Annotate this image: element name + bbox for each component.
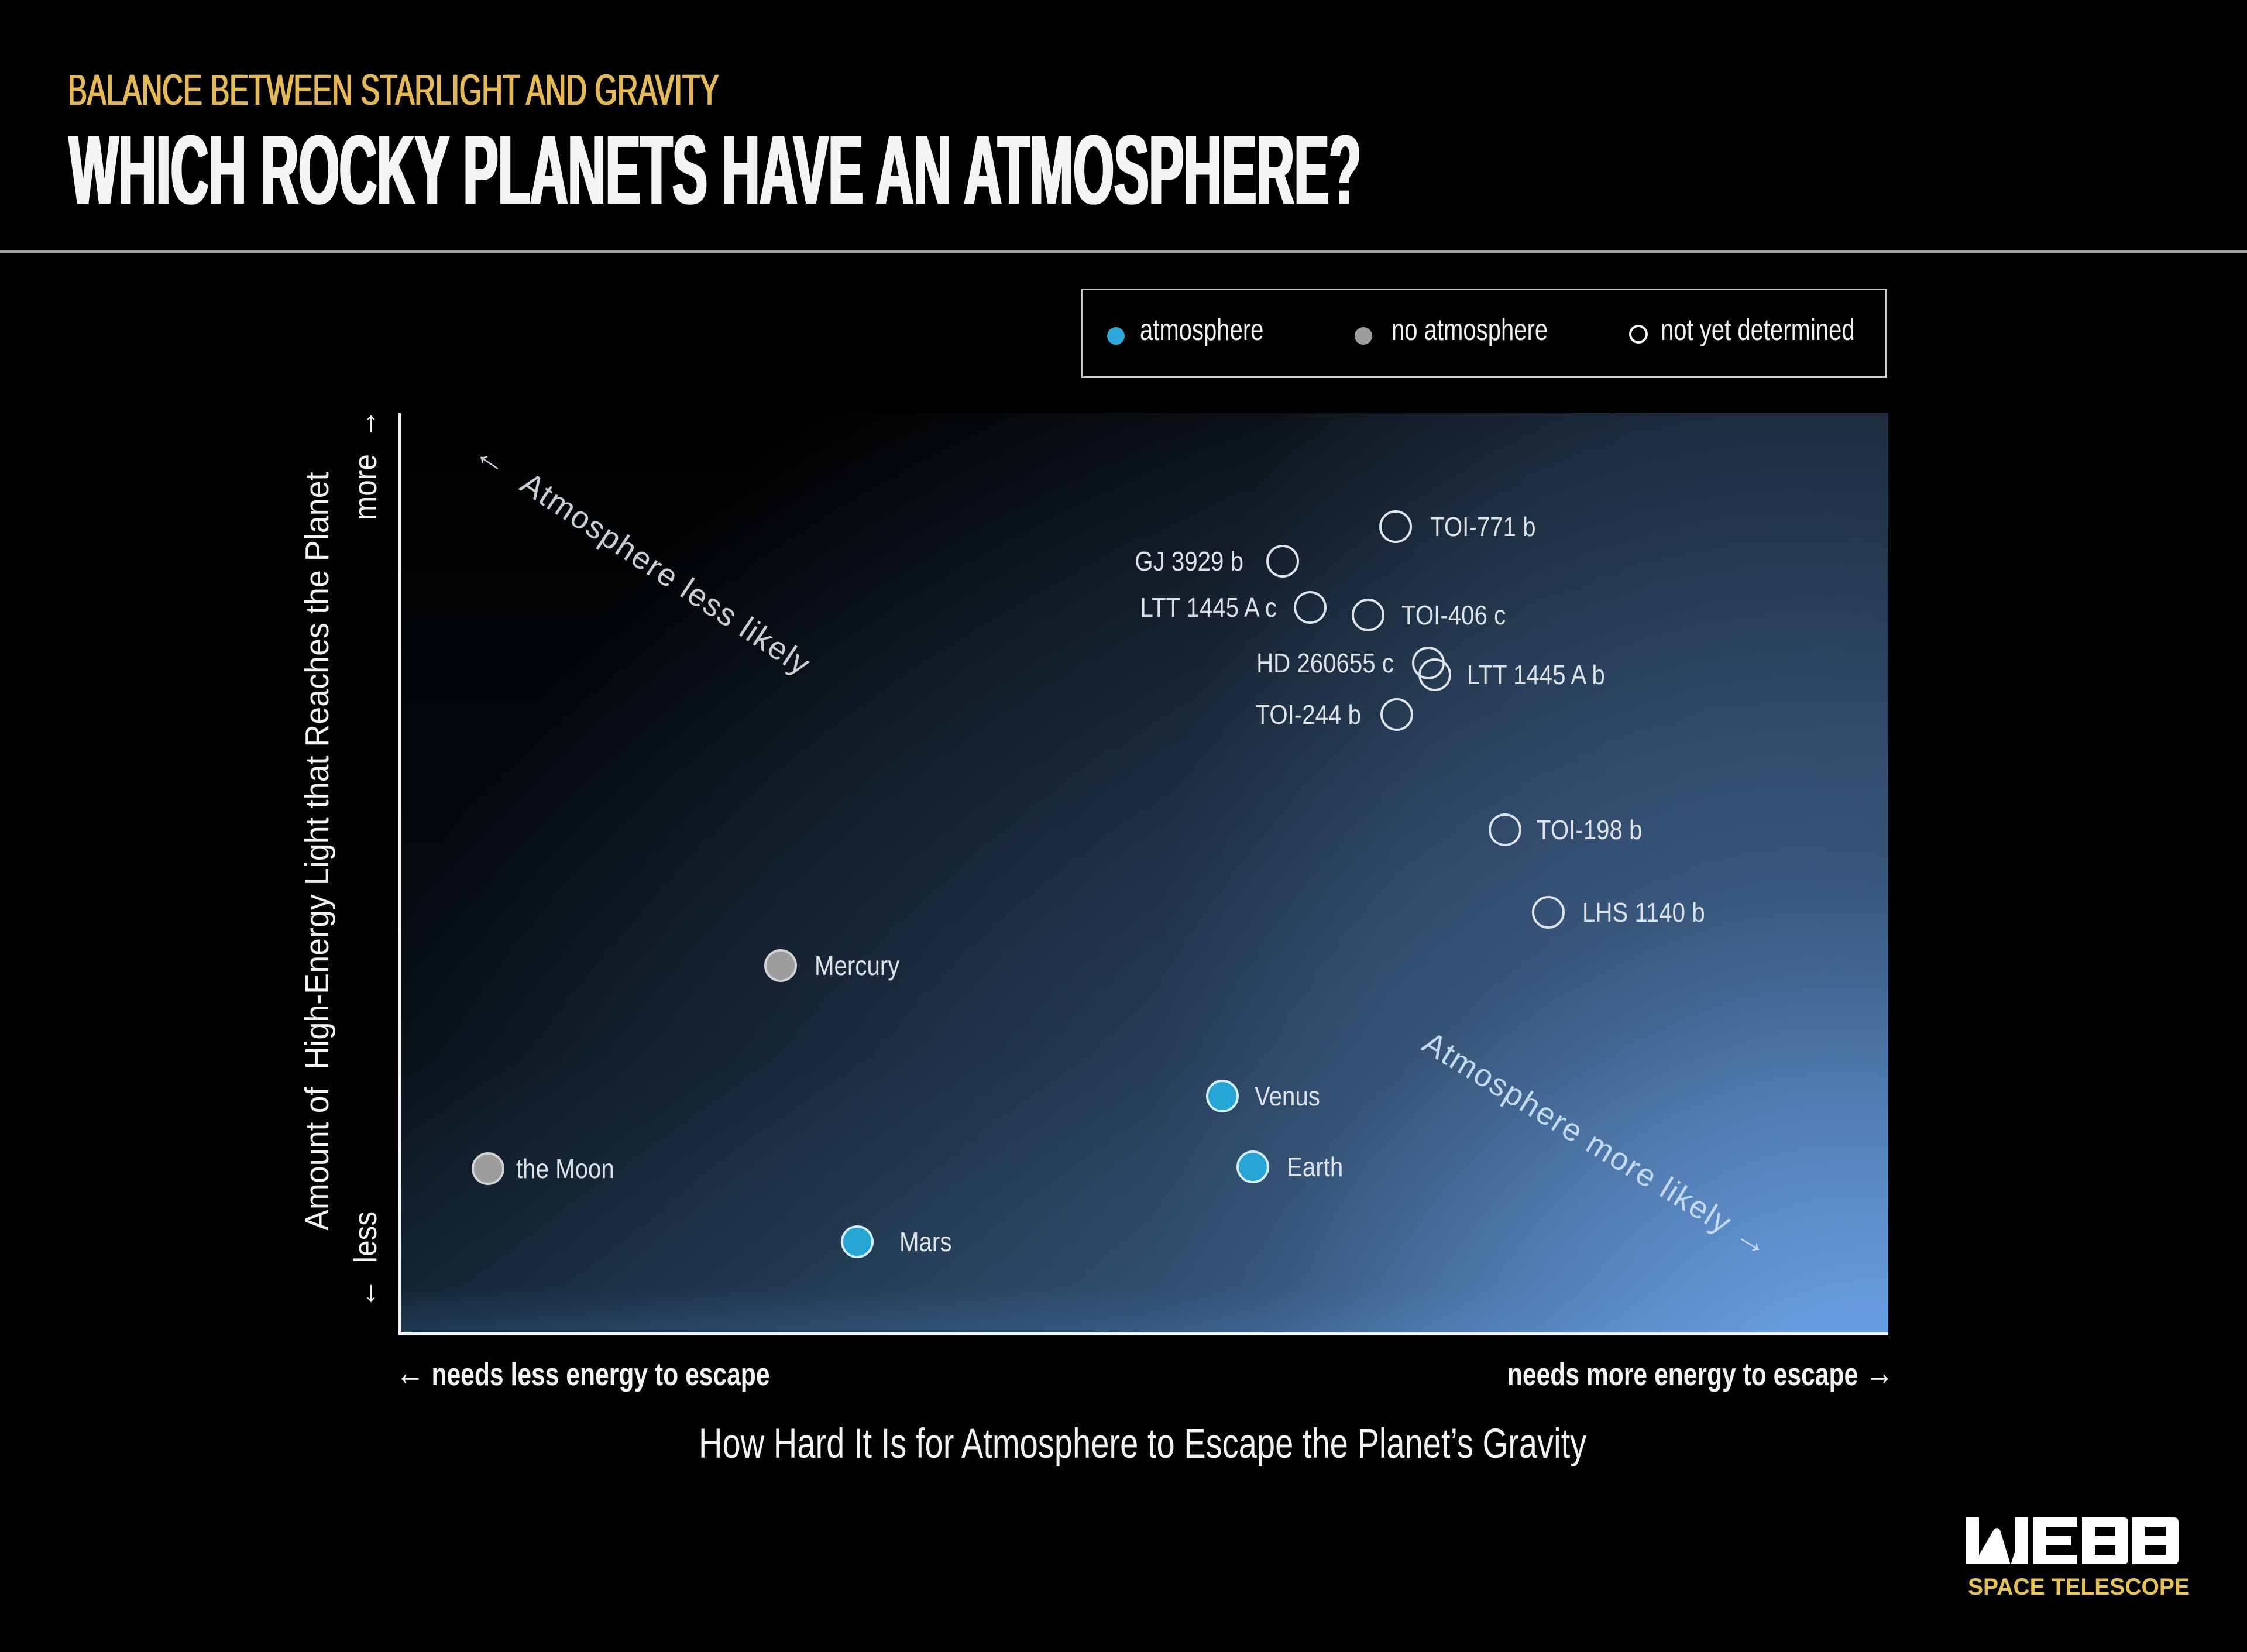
svg-text:SPACE TELESCOPE: SPACE TELESCOPE [1968,1574,2190,1600]
